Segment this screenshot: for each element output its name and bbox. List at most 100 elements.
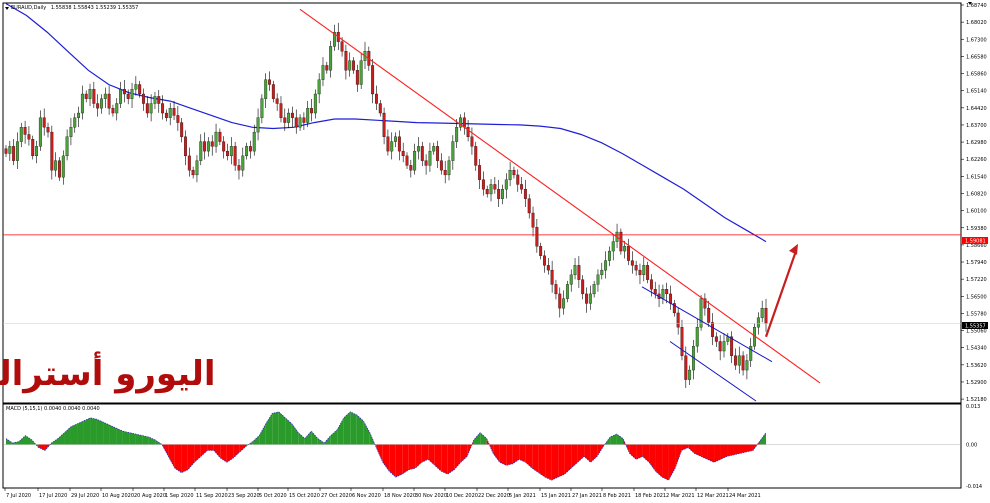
candle	[680, 319, 684, 361]
candle	[203, 132, 207, 160]
candle	[504, 173, 508, 199]
candle	[180, 118, 184, 143]
candle	[722, 333, 726, 358]
bear-candle-body	[397, 136, 401, 152]
header-menu-icon[interactable]	[5, 7, 9, 10]
time-tick-label: 8 Feb 2021	[603, 493, 631, 499]
candle	[733, 348, 737, 370]
macd-bar	[642, 444, 650, 463]
time-tick-label: 5 Oct 2020	[259, 493, 287, 499]
macd-bar	[434, 444, 442, 472]
bear-candle-body	[378, 103, 382, 114]
overlay-title: اليورو أسترالي	[0, 351, 216, 394]
bear-candle-body	[111, 108, 115, 114]
candle	[745, 354, 749, 380]
bear-candle-body	[42, 117, 46, 128]
bear-candle-body	[157, 96, 161, 104]
bull-candle-body	[447, 160, 451, 176]
candle	[439, 153, 443, 175]
time-tick-label: 18 Nov 2020	[384, 493, 416, 499]
bear-candle-body	[543, 255, 546, 266]
bear-candle-body	[172, 108, 176, 116]
time-tick-label: 17 Jul 2020	[39, 493, 67, 499]
candle	[111, 104, 115, 117]
candle	[485, 185, 489, 198]
macd-bar	[168, 444, 175, 469]
candle	[348, 52, 352, 77]
candle	[619, 228, 623, 255]
bull-candle-body	[199, 141, 203, 161]
bear-candle-body	[439, 160, 443, 171]
macd-bar	[395, 444, 403, 478]
candle	[168, 102, 172, 126]
macd-bar	[77, 420, 84, 445]
macd-bar	[584, 444, 591, 463]
candle	[126, 89, 130, 105]
candle	[401, 142, 405, 163]
candle	[214, 123, 218, 153]
bear-candle-body	[558, 293, 562, 309]
macd-bar	[135, 434, 143, 445]
candle	[241, 147, 245, 177]
price-tick-label: 1.60820	[966, 191, 987, 197]
bear-candle-body	[730, 336, 734, 356]
candle	[138, 80, 142, 98]
bear-candle-body	[546, 265, 550, 271]
macd-bar	[70, 423, 78, 445]
candle	[413, 143, 417, 175]
bear-candle-body	[585, 293, 588, 304]
macd-bar	[727, 444, 734, 457]
macd-bar	[454, 444, 461, 470]
bull-candle-body	[749, 346, 753, 361]
forecast-arrow-shaft	[764, 250, 798, 338]
candle	[447, 156, 451, 181]
candle	[84, 90, 88, 103]
bull-candle-body	[508, 170, 512, 180]
candle	[229, 137, 233, 165]
time-tick-label: 24 Mar 2021	[729, 493, 761, 499]
macd-bar	[90, 417, 97, 445]
candle	[233, 141, 237, 171]
bear-candle-body	[764, 308, 768, 324]
candle	[577, 256, 581, 288]
bull-candle-body	[745, 360, 749, 371]
bull-candle-body	[252, 131, 256, 152]
bear-candle-body	[634, 265, 638, 271]
candle	[145, 96, 149, 118]
bear-candle-body	[203, 141, 207, 152]
bull-candle-body	[241, 155, 245, 171]
scroll-marker-icon[interactable]	[968, 2, 972, 5]
candle	[248, 140, 252, 159]
channel-upper-line[interactable]	[641, 286, 773, 363]
candle	[130, 82, 134, 109]
candle	[199, 134, 203, 166]
bull-candle-body	[245, 146, 249, 157]
bear-candle-body	[187, 155, 191, 171]
candle	[329, 40, 333, 78]
candle	[459, 114, 462, 131]
ohlc-values: 1.55838 1.55843 1.55239 1.55357	[51, 5, 138, 11]
macd-bar	[636, 444, 643, 460]
chart-header: EURAUD,Daily 1.55838 1.55843 1.55239 1.5…	[11, 5, 138, 11]
bear-candle-body	[420, 146, 424, 161]
candle	[596, 269, 600, 292]
macd-bar	[272, 411, 279, 445]
candle	[688, 365, 692, 386]
bear-candle-body	[302, 117, 306, 123]
candle	[302, 112, 306, 130]
candle	[115, 98, 119, 121]
channel-lower-line[interactable]	[669, 341, 757, 402]
bull-candle-body	[459, 117, 462, 128]
candle	[245, 142, 249, 160]
candle	[313, 89, 317, 119]
bear-candle-body	[493, 184, 497, 190]
downtrend-line[interactable]	[299, 8, 821, 384]
bull-candle-body	[8, 146, 12, 154]
candle	[665, 282, 669, 304]
candle	[420, 141, 424, 167]
candle	[283, 108, 287, 131]
macd-bar	[629, 444, 637, 460]
candle	[676, 307, 680, 335]
candle	[749, 337, 753, 367]
